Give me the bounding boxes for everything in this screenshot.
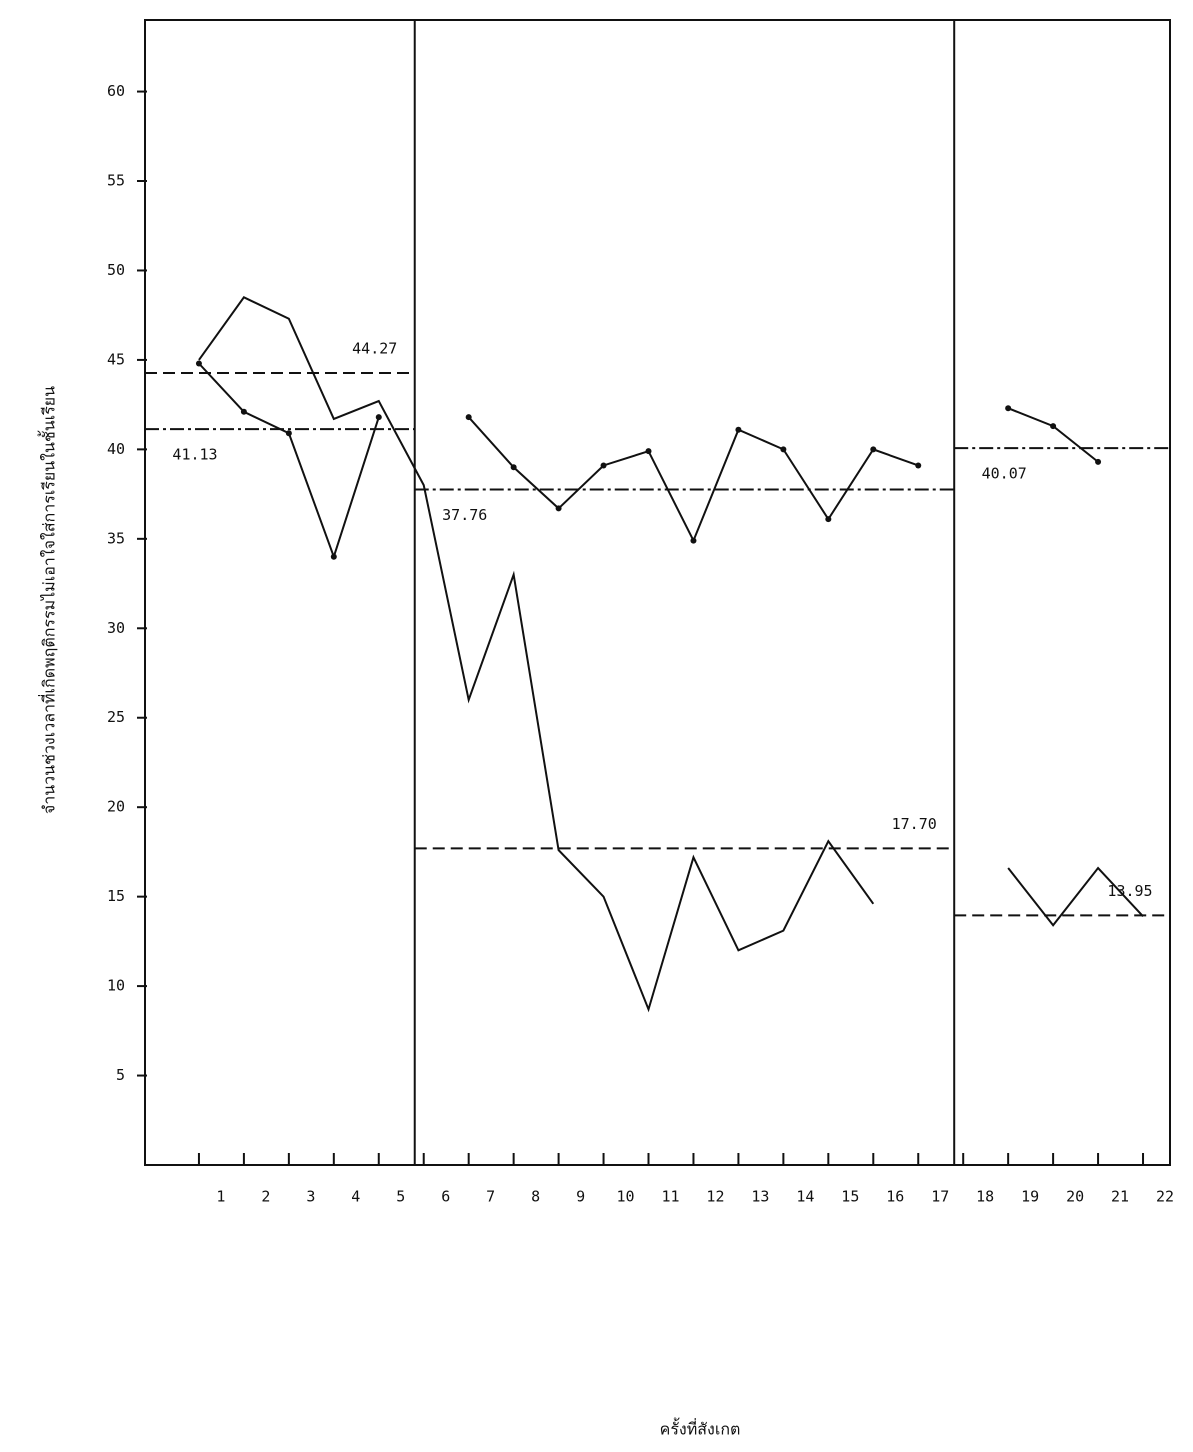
series-line <box>198 362 1099 560</box>
x-tick-label: 2 <box>261 1188 270 1206</box>
y-tick-label: 25 <box>107 708 125 726</box>
point <box>1005 405 1012 412</box>
x-tick-label: 14 <box>796 1188 814 1206</box>
point <box>780 446 787 453</box>
point <box>465 414 472 421</box>
point <box>285 430 292 437</box>
y-tick-label: 5 <box>116 1066 125 1084</box>
point <box>510 464 517 471</box>
y-tick-label: 50 <box>107 261 125 279</box>
x-tick-label: 22 <box>1156 1188 1174 1206</box>
point <box>330 553 337 560</box>
x-tick-label: 11 <box>661 1188 679 1206</box>
plot-frame <box>144 19 1171 1166</box>
x-tick-label: 4 <box>351 1188 360 1206</box>
point <box>375 414 382 421</box>
x-tick-label: 7 <box>486 1188 495 1206</box>
y-tick-label: 40 <box>107 440 125 458</box>
point <box>870 446 877 453</box>
x-tick-label: 9 <box>576 1188 585 1206</box>
y-axis-label: จำนวนช่วงเวลาที่เกิดพฤติกรรมไม่เอาใจใส่ก… <box>38 386 59 814</box>
y-tick-label: 30 <box>107 619 125 637</box>
x-tick-label: 3 <box>306 1188 315 1206</box>
x-tick-label: 5 <box>396 1188 405 1206</box>
point <box>735 426 742 433</box>
x-tick-label: 20 <box>1066 1188 1084 1206</box>
mean-label: 44.27 <box>352 339 397 357</box>
point <box>600 462 607 469</box>
point <box>555 505 562 512</box>
y-tick-label: 45 <box>107 350 125 368</box>
x-tick-label: 16 <box>886 1188 904 1206</box>
point <box>195 360 202 367</box>
y-tick-label: 60 <box>107 82 125 100</box>
x-tick-label: 12 <box>706 1188 724 1206</box>
mean-label: 17.70 <box>892 815 937 833</box>
y-tick-label: 55 <box>107 172 125 190</box>
mean-label: 37.76 <box>442 506 487 524</box>
point <box>690 537 697 544</box>
x-tick-label: 17 <box>931 1188 949 1206</box>
point <box>1050 423 1057 430</box>
x-axis-label: ครั้งที่สังเกต <box>660 1418 741 1439</box>
x-tick-label: 13 <box>751 1188 769 1206</box>
x-tick-label: 1 <box>216 1188 225 1206</box>
point <box>915 462 922 469</box>
x-tick-label: 21 <box>1111 1188 1129 1206</box>
y-tick-label: 20 <box>107 798 125 816</box>
mean-label: 13.95 <box>1107 882 1152 900</box>
mean-label: 41.13 <box>172 446 217 464</box>
x-tick-label: 8 <box>531 1188 540 1206</box>
point <box>240 408 247 415</box>
y-tick-label: 10 <box>107 977 125 995</box>
x-tick-label: 19 <box>1021 1188 1039 1206</box>
x-tick-label: 15 <box>841 1188 859 1206</box>
point <box>645 448 652 455</box>
series-line <box>198 296 1144 1013</box>
x-tick-label: 10 <box>617 1188 635 1206</box>
x-tick-label: 6 <box>441 1188 450 1206</box>
y-tick-label: 15 <box>107 887 125 905</box>
mean-label: 40.07 <box>982 465 1027 483</box>
y-tick-label: 35 <box>107 529 125 547</box>
x-tick-label: 18 <box>976 1188 994 1206</box>
point <box>1095 458 1102 465</box>
point <box>825 516 832 523</box>
